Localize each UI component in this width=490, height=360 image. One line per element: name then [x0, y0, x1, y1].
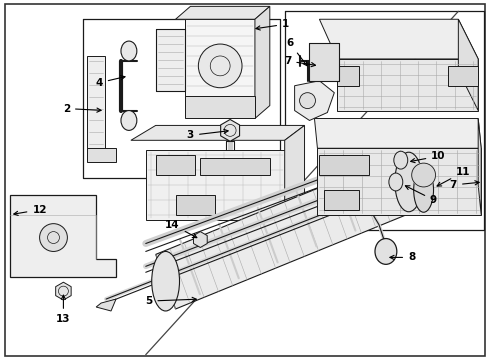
Text: 9: 9: [405, 186, 437, 205]
Polygon shape: [260, 212, 319, 228]
Polygon shape: [156, 155, 418, 309]
Text: 2: 2: [63, 104, 101, 113]
Polygon shape: [156, 29, 185, 91]
Text: 5: 5: [145, 296, 196, 306]
Polygon shape: [319, 19, 478, 59]
Polygon shape: [310, 43, 339, 81]
Circle shape: [198, 44, 242, 88]
Polygon shape: [379, 152, 399, 164]
Circle shape: [40, 224, 68, 251]
Polygon shape: [478, 118, 481, 215]
Text: 8: 8: [390, 252, 416, 262]
Polygon shape: [10, 195, 116, 277]
Text: 12: 12: [14, 205, 47, 215]
Polygon shape: [146, 150, 285, 220]
Ellipse shape: [394, 151, 408, 169]
Polygon shape: [294, 81, 334, 121]
Polygon shape: [458, 19, 478, 111]
Text: 10: 10: [411, 151, 446, 163]
Circle shape: [412, 163, 436, 187]
Text: 1: 1: [256, 19, 289, 30]
Polygon shape: [156, 155, 196, 175]
Ellipse shape: [389, 173, 403, 191]
Text: 3: 3: [187, 129, 228, 140]
Ellipse shape: [121, 111, 137, 130]
Ellipse shape: [414, 168, 434, 212]
Polygon shape: [374, 174, 394, 186]
Polygon shape: [87, 148, 116, 162]
Polygon shape: [315, 118, 481, 148]
Text: 11: 11: [437, 167, 470, 186]
Text: 7: 7: [450, 180, 479, 190]
Polygon shape: [285, 125, 305, 230]
Text: 7: 7: [284, 56, 316, 67]
Text: 6: 6: [286, 38, 307, 66]
Polygon shape: [324, 190, 359, 210]
Ellipse shape: [121, 41, 137, 61]
Ellipse shape: [395, 152, 422, 212]
Circle shape: [299, 93, 316, 109]
Polygon shape: [319, 155, 369, 175]
Polygon shape: [96, 299, 116, 311]
Ellipse shape: [375, 239, 397, 264]
Polygon shape: [185, 96, 255, 118]
Polygon shape: [185, 19, 255, 105]
Polygon shape: [175, 6, 270, 19]
Text: 14: 14: [165, 220, 197, 238]
Polygon shape: [337, 59, 478, 111]
Polygon shape: [337, 66, 359, 86]
Polygon shape: [87, 56, 105, 160]
Polygon shape: [200, 158, 270, 175]
Polygon shape: [131, 125, 305, 140]
Polygon shape: [255, 6, 270, 118]
Text: 13: 13: [56, 295, 71, 324]
Polygon shape: [175, 195, 215, 215]
Text: 4: 4: [96, 76, 125, 88]
Ellipse shape: [152, 251, 179, 311]
Polygon shape: [448, 66, 478, 86]
Polygon shape: [318, 148, 481, 215]
